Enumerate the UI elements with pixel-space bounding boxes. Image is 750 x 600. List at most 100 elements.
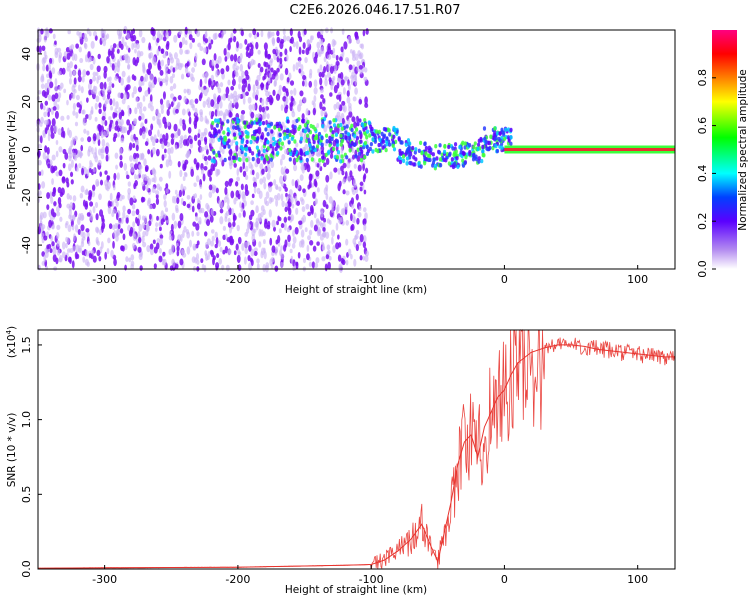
spectrogram-signal-speck (222, 130, 226, 135)
spectrogram-noise-speck (92, 31, 97, 37)
spectrogram-noise-speck (215, 69, 219, 78)
spectrogram-signal-speck (245, 139, 249, 145)
spectrogram-noise-speck (91, 190, 96, 198)
spectrogram-noise-speck (292, 41, 296, 48)
spectrogram-noise-speck (338, 241, 342, 248)
spectrogram-noise-speck (235, 181, 239, 187)
spectrogram-signal-speck (233, 117, 237, 122)
spectrogram-signal-speck (450, 157, 454, 162)
spectrogram-noise-speck (233, 197, 237, 205)
spectrogram-noise-speck (274, 184, 279, 190)
spectrogram-noise-speck (239, 57, 243, 63)
spectrogram-noise-speck (248, 32, 252, 38)
spectrogram-noise-speck (151, 202, 156, 209)
spectrogram-signal-speck (385, 141, 389, 147)
spectrogram-noise-speck (294, 180, 298, 189)
spectrogram-signal-speck (426, 157, 431, 163)
spectrogram-noise-speck (67, 29, 71, 35)
spectrogram-noise-speck (198, 94, 202, 102)
spectrogram-noise-speck (149, 243, 154, 250)
spectrogram-noise-speck (43, 235, 48, 241)
spectrogram-noise-speck (335, 60, 340, 67)
spectrogram-noise-speck (85, 114, 89, 119)
spectrogram-noise-speck (224, 186, 228, 196)
spectrogram-noise-speck (86, 130, 90, 136)
spectrogram-signal-speck (384, 127, 388, 132)
spectrogram-noise-speck (310, 219, 314, 228)
spectrogram-noise-speck (333, 40, 337, 46)
spectrogram-noise-speck (251, 233, 256, 243)
spectrogram-signal-speck (365, 129, 370, 134)
spectrogram-noise-speck (180, 137, 184, 144)
colorbar-ticks: 0.00.20.40.60.8 (696, 69, 716, 278)
spectrogram-signal-speck (293, 147, 297, 152)
spectrogram-signal-speck (363, 140, 368, 146)
spectrogram-signal-speck (308, 143, 312, 148)
spectrogram-noise-speck (176, 245, 180, 252)
spectrogram-noise-speck (215, 262, 220, 270)
spectrogram-noise-speck (97, 123, 102, 131)
spectrogram-noise-speck (49, 248, 53, 253)
spectrogram-noise-speck (276, 36, 281, 44)
spectrogram-signal-speck (332, 123, 337, 128)
spectrogram-noise-speck (293, 128, 297, 134)
spectrogram-noise-speck (160, 103, 165, 110)
spectrogram-noise-speck (132, 195, 136, 201)
spectrogram-noise-speck (170, 101, 174, 108)
spectrogram-noise-speck (205, 118, 209, 123)
figure-title: C2E6.2026.046.17.51.R07 (289, 3, 460, 18)
spectrogram-noise-speck (46, 78, 50, 85)
spectrogram-noise-speck (365, 28, 369, 35)
spectrogram-noise-speck (88, 252, 92, 259)
spectrogram-signal-speck (240, 139, 244, 145)
spectrogram-noise-speck (158, 255, 163, 263)
spectrogram-noise-speck (182, 176, 186, 182)
spectrogram-noise-speck (131, 42, 135, 50)
spectrogram-noise-speck (123, 162, 128, 171)
spectrogram-noise-speck (342, 189, 346, 195)
snr-series-line (37, 344, 675, 569)
spectrogram-signal-speck (307, 128, 311, 133)
spectrogram-signal-speck (494, 143, 498, 149)
spectrogram-noise-speck (191, 205, 195, 213)
spectrogram-signal-speck (280, 141, 285, 146)
spectrogram-noise-speck (115, 120, 119, 127)
spectrogram-signal-speck (289, 151, 293, 157)
spectrogram-noise-speck (279, 175, 284, 185)
spectrogram-noise-speck (67, 147, 72, 155)
spectrogram-signal-speck (215, 153, 219, 158)
spectrogram-noise-speck (127, 187, 131, 195)
spectrogram-noise-speck (192, 194, 196, 200)
spectrogram-noise-speck (278, 228, 282, 234)
y-tick-label: 0.0 (20, 560, 33, 578)
spectrogram-noise-speck (54, 51, 59, 59)
spectrogram-noise-speck (57, 197, 62, 205)
spectrogram-noise-speck (162, 251, 166, 257)
spectrogram-noise-speck (317, 228, 322, 234)
spectrogram-noise-speck (127, 181, 132, 187)
spectrogram-noise-speck (89, 63, 94, 71)
spectrogram-noise-speck (182, 186, 187, 191)
spectrogram-noise-speck (257, 126, 262, 135)
spectrogram-signal-speck (276, 123, 280, 129)
spectrogram-noise-speck (280, 252, 284, 260)
spectrogram-noise-speck (180, 248, 184, 256)
spectrogram-noise-speck (349, 49, 353, 54)
spectrogram-noise-speck (127, 108, 131, 117)
spectrogram-noise-speck (258, 104, 263, 113)
spectrogram-noise-speck (120, 245, 124, 252)
spectrogram-signal-speck (305, 157, 309, 163)
spectrogram-noise-speck (92, 75, 97, 82)
spectrogram-noise-speck (341, 170, 345, 176)
spectrogram-noise-speck (93, 89, 97, 95)
spectrogram-noise-speck (341, 100, 346, 106)
spectrogram-noise-speck (149, 94, 153, 102)
spectrogram-noise-speck (124, 41, 127, 47)
spectrogram-noise-speck (308, 80, 313, 88)
spectrogram-signal-speck (303, 128, 307, 134)
spectrogram-noise-speck (262, 176, 266, 184)
spectrogram-noise-speck (218, 258, 223, 265)
spectrogram-signal-speck (502, 130, 506, 135)
spectrogram-signal-speck (423, 160, 427, 166)
spectrogram-noise-speck (229, 140, 234, 147)
